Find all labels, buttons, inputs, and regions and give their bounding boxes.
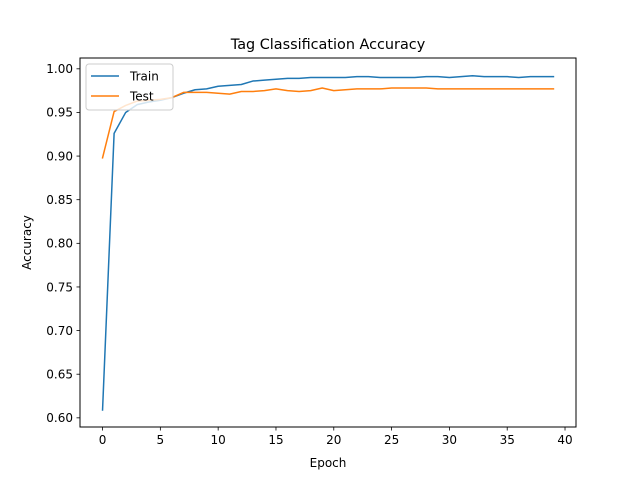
x-tick-label: 0 [99,433,107,447]
y-tick-label: 0.95 [46,106,73,120]
y-tick-label: 0.65 [46,368,73,382]
y-axis: 0.60 0.65 0.70 0.75 0.80 0.85 0.90 0.95 1.00 [46,62,80,425]
y-axis-title: Accuracy [20,215,34,270]
x-tick-label: 5 [157,433,165,447]
y-tick-label: 0.85 [46,193,73,207]
y-tick-label: 0.80 [46,237,73,251]
legend: Train Test [85,63,174,111]
x-tick-label: 10 [211,433,226,447]
y-tick-label: 1.00 [46,62,73,76]
plot-frame [79,57,577,428]
x-axis-title: Epoch [310,456,347,470]
x-axis: 0 5 10 15 20 25 30 35 40 [99,427,573,447]
x-tick-label: 15 [268,433,283,447]
y-tick-label: 0.60 [46,411,73,425]
plot-lines [101,75,555,411]
series-line-test [101,87,555,159]
y-tick-label: 0.90 [46,149,73,163]
legend-label-test: Test [129,89,154,103]
x-tick-label: 30 [442,433,457,447]
y-tick-label: 0.75 [46,280,73,294]
x-tick-label: 25 [384,433,399,447]
x-tick-label: 40 [557,433,572,447]
y-tick-label: 0.70 [46,324,73,338]
x-tick-label: 20 [326,433,341,447]
legend-label-train: Train [129,69,159,83]
chart-title: Tag Classification Accuracy [230,37,426,53]
x-tick-label: 35 [500,433,515,447]
